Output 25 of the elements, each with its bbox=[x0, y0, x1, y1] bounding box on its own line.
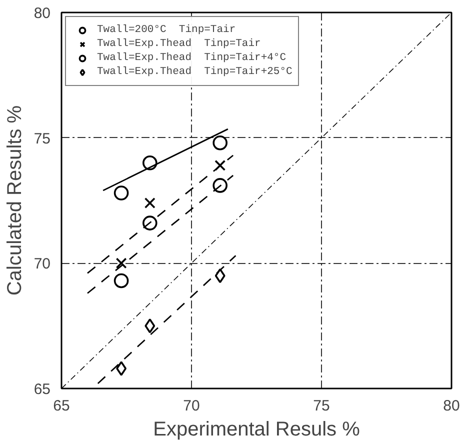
x-tick-label: 80 bbox=[443, 398, 460, 414]
point bbox=[212, 178, 228, 193]
point bbox=[214, 160, 226, 171]
point bbox=[144, 198, 156, 209]
legend-label: Twall=200°C Tinp=Tair bbox=[97, 23, 236, 37]
x-axis-title: Experimental Resuls % bbox=[153, 418, 360, 440]
point bbox=[212, 135, 228, 150]
x-tick-label: 75 bbox=[313, 398, 330, 414]
y-axis-title: Calculated Results % bbox=[4, 105, 26, 296]
point bbox=[116, 258, 127, 269]
point bbox=[144, 318, 156, 334]
point bbox=[114, 186, 129, 200]
point bbox=[214, 268, 226, 284]
point bbox=[142, 216, 158, 230]
y-tick-label: 70 bbox=[34, 256, 51, 273]
point bbox=[116, 361, 127, 376]
y-tick-label: 65 bbox=[34, 381, 51, 398]
y-tick-label: 75 bbox=[34, 130, 51, 148]
legend-label: Twall=Exp.Thead Tinp=Tair bbox=[97, 37, 261, 51]
x-tick-label: 70 bbox=[183, 398, 200, 414]
legend-label: Twall=Exp.Thead Tinp=Tair+25°C bbox=[97, 65, 292, 79]
point bbox=[114, 273, 129, 288]
y-tick-label: 80 bbox=[34, 5, 51, 22]
x-tick-label: 65 bbox=[53, 398, 70, 414]
legend-label: Twall=Exp.Thead Tinp=Tair+4°C bbox=[97, 51, 286, 65]
